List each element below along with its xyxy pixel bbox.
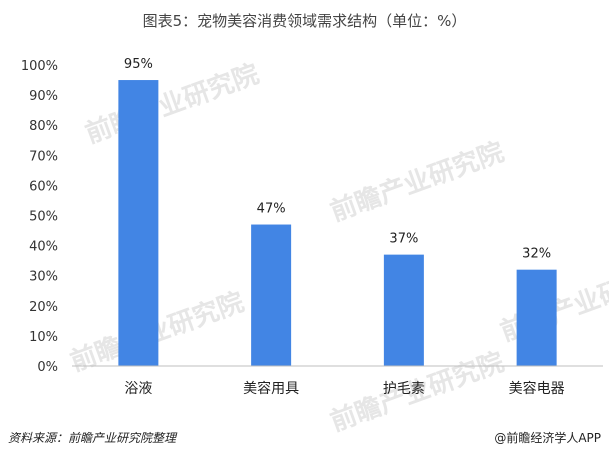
source-note: 资料来源：前瞻产业研究院整理 bbox=[8, 431, 177, 445]
x-tick-label: 浴液 bbox=[124, 381, 152, 397]
bar bbox=[516, 269, 557, 366]
y-tick-label: 100% bbox=[21, 59, 58, 74]
bar bbox=[118, 80, 159, 367]
bar bbox=[251, 224, 292, 366]
data-label: 95% bbox=[124, 57, 153, 72]
y-tick-label: 30% bbox=[29, 270, 58, 285]
y-tick-label: 90% bbox=[29, 89, 58, 104]
chart-title: 图表5：宠物美容消费领域需求结构（单位：%） bbox=[142, 12, 467, 30]
x-tick-label: 护毛素 bbox=[383, 381, 425, 397]
y-axis: 0% 10% 20% 30% 40% 50% 60% 70% 80% 90% 100% bbox=[21, 59, 58, 375]
y-tick-label: 60% bbox=[29, 179, 58, 194]
y-tick-label: 0% bbox=[37, 360, 58, 375]
x-tick-label: 美容用具 bbox=[243, 380, 299, 397]
data-label: 32% bbox=[522, 247, 551, 262]
data-labels: 95% 47% 37% 32% bbox=[124, 57, 551, 262]
y-tick-label: 40% bbox=[29, 240, 58, 255]
brand-credit: @前瞻经济学人APP bbox=[494, 431, 601, 445]
y-tick-label: 70% bbox=[29, 149, 58, 164]
x-axis: 浴液 美容用具 护毛素 美容电器 bbox=[124, 380, 564, 397]
y-tick-label: 80% bbox=[29, 119, 58, 134]
bar bbox=[383, 254, 424, 366]
bars-group bbox=[118, 80, 557, 367]
data-label: 37% bbox=[389, 232, 418, 247]
y-tick-label: 20% bbox=[29, 300, 58, 315]
y-tick-label: 50% bbox=[29, 210, 58, 225]
watermark-text: 前瞻产业研究院 bbox=[81, 58, 263, 149]
watermark-text: 前瞻产业研究院 bbox=[326, 136, 508, 227]
x-tick-label: 美容电器 bbox=[509, 380, 565, 397]
y-tick-label: 10% bbox=[29, 330, 58, 345]
data-label: 47% bbox=[257, 202, 286, 217]
